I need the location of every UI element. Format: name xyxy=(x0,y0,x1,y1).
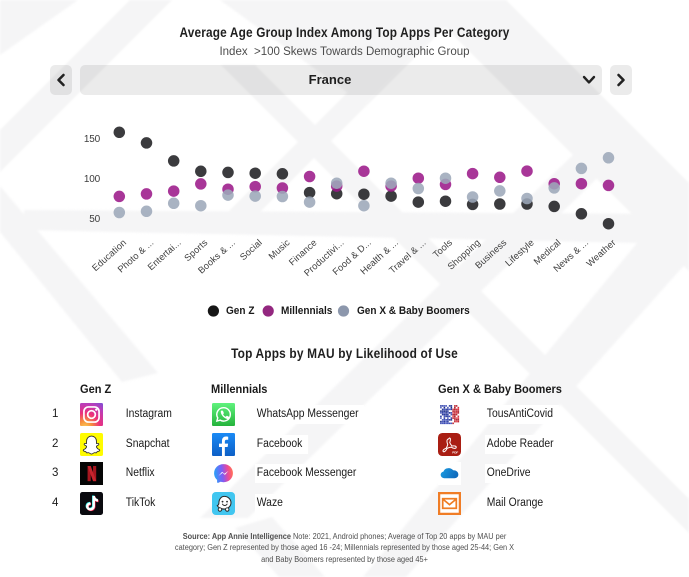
svg-text:PDF: PDF xyxy=(452,450,458,454)
